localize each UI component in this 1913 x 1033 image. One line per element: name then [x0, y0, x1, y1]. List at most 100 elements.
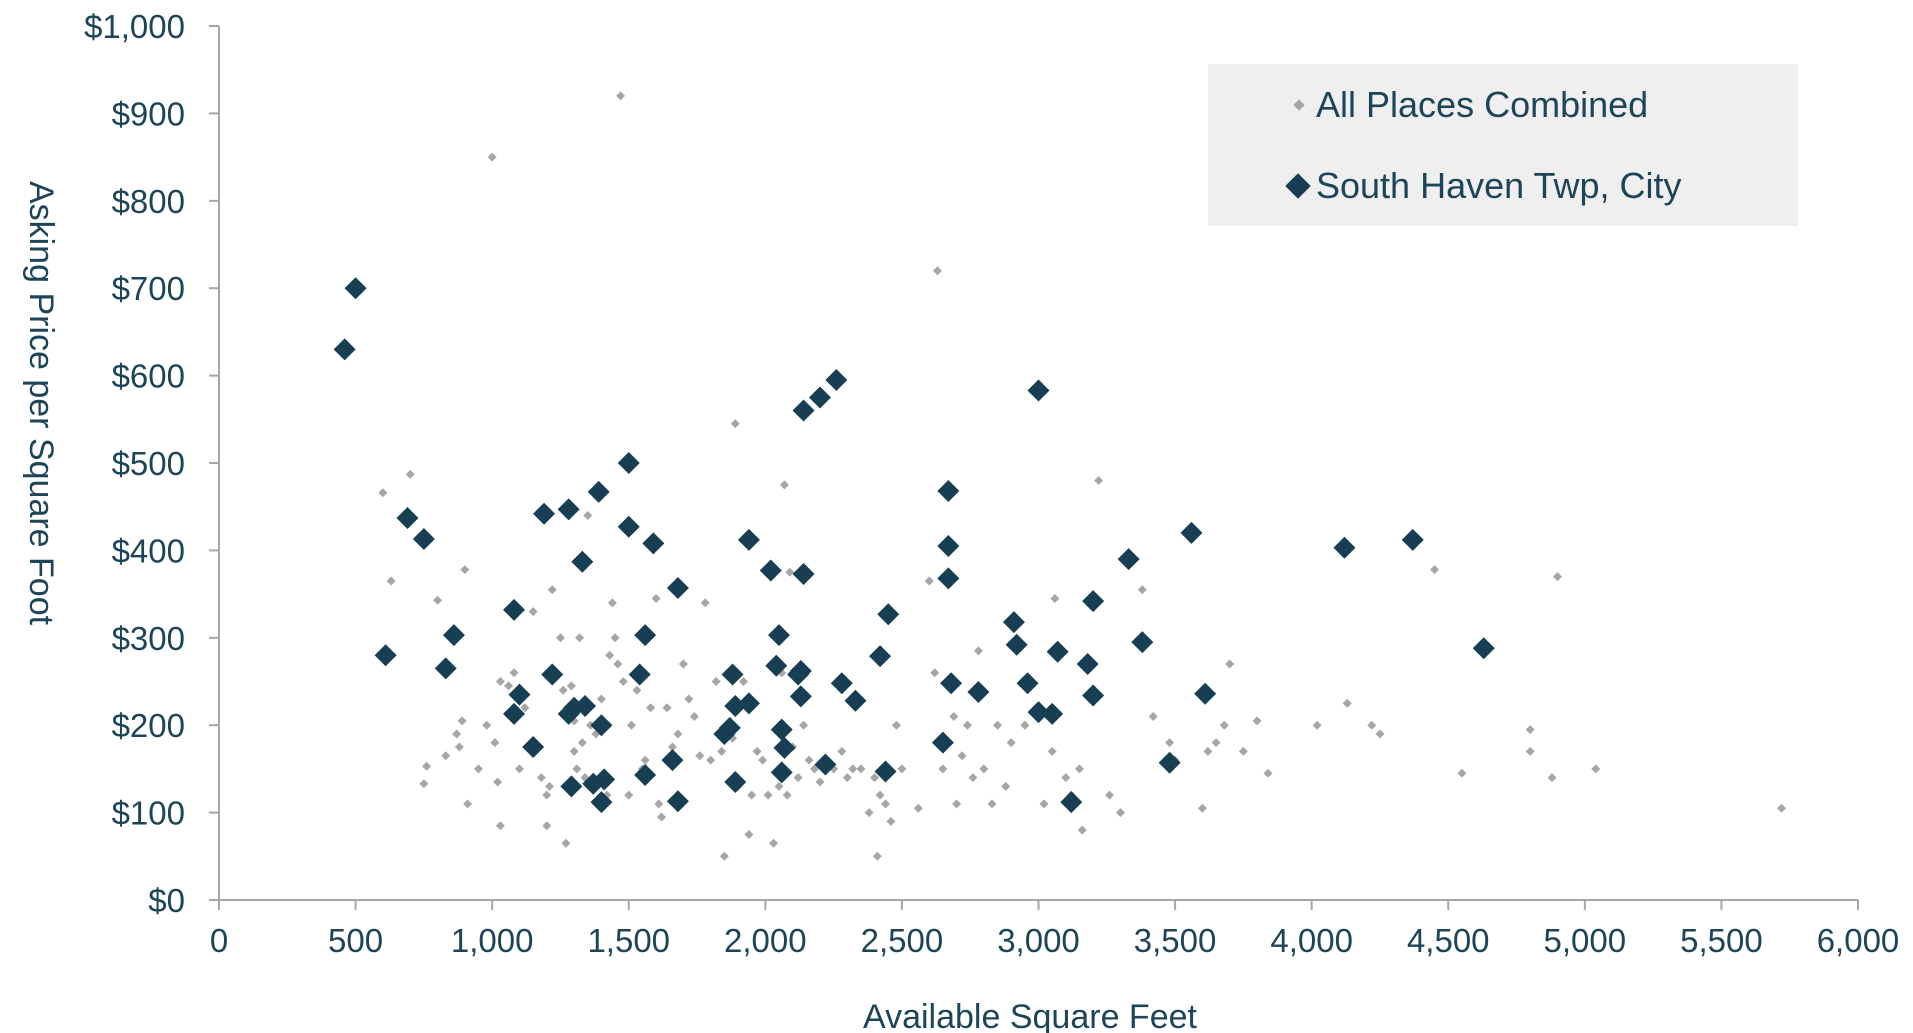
south-haven-point [1082, 590, 1105, 613]
all-places-point [864, 808, 874, 818]
all-places-point [1197, 803, 1207, 813]
south-haven-point [773, 736, 796, 759]
all-places-point [509, 668, 519, 678]
south-haven-point [374, 644, 397, 667]
all-places-point [932, 266, 942, 276]
all-places-point [452, 729, 462, 739]
x-tick-label: 3,000 [997, 922, 1080, 959]
south-haven-point [396, 507, 419, 530]
y-tick-label: $0 [148, 882, 185, 919]
all-places-point [667, 742, 677, 752]
south-haven-point [557, 498, 580, 521]
all-places-point [1105, 790, 1115, 800]
south-haven-point [931, 731, 954, 754]
all-places-point [1211, 738, 1221, 748]
all-places-point [719, 851, 729, 861]
all-places-point [1457, 768, 1467, 778]
south-haven-point [574, 694, 597, 717]
all-places-point [1430, 565, 1440, 575]
x-tick-label: 2,000 [724, 922, 807, 959]
south-haven-point [344, 277, 367, 300]
all-places-point [837, 746, 847, 756]
all-places-point [422, 761, 432, 771]
y-tick-labels: $0 $100 $200 $300 $400 $500 $600 $700 $800 $900 $1… [84, 8, 219, 919]
x-tick-label: 2,500 [861, 922, 944, 959]
all-places-point [962, 720, 972, 730]
all-places-point [979, 764, 989, 774]
all-places-point [651, 593, 661, 603]
all-places-point [405, 469, 415, 479]
south-haven-point [825, 368, 848, 391]
all-places-point [804, 755, 814, 765]
y-tick-label: $900 [112, 95, 185, 132]
all-places-point [493, 777, 503, 787]
all-places-point [1263, 768, 1273, 778]
south-haven-point [412, 528, 435, 551]
x-tick-label: 0 [210, 922, 228, 959]
all-places-point [881, 799, 891, 809]
all-places-point [1165, 738, 1175, 748]
south-haven-point [1333, 536, 1356, 559]
all-places-point [474, 764, 484, 774]
all-places-point [1553, 572, 1563, 582]
all-places-point [490, 738, 500, 748]
all-places-point [662, 703, 672, 713]
all-places-point [744, 829, 754, 839]
x-tick-labels: 0 500 1,000 1,500 2,000 2,500 3,000 3,500 4,000 4… [210, 900, 1899, 959]
all-places-point [1061, 773, 1071, 783]
all-places-point [419, 779, 429, 789]
all-places-point [577, 738, 587, 748]
y-tick-label: $800 [112, 183, 185, 220]
x-tick-label: 500 [328, 922, 383, 959]
south-haven-point [1005, 633, 1028, 656]
all-places-point [1238, 746, 1248, 756]
all-places-point [640, 755, 650, 765]
all-places-point [441, 751, 451, 761]
series-south-haven [333, 277, 1495, 814]
all-places-point [545, 781, 555, 791]
south-haven-point [940, 672, 963, 695]
all-places-point [1591, 764, 1601, 774]
all-places-point [575, 633, 585, 643]
y-tick-label: $100 [112, 795, 185, 832]
south-haven-point [937, 535, 960, 558]
all-places-point [1047, 746, 1057, 756]
south-haven-point [642, 532, 665, 555]
all-places-point [758, 755, 768, 765]
south-haven-point [718, 716, 741, 739]
all-places-point [779, 480, 789, 490]
south-haven-point [533, 502, 556, 525]
all-places-point [924, 576, 934, 586]
all-places-point [605, 650, 615, 660]
all-places-point [558, 685, 568, 695]
all-places-point [870, 773, 880, 783]
all-places-point [717, 746, 727, 756]
south-haven-point [1060, 791, 1083, 814]
south-haven-point [1027, 701, 1050, 724]
all-places-point [987, 799, 997, 809]
south-haven-point [617, 515, 640, 538]
y-tick-label: $200 [112, 707, 185, 744]
x-tick-label: 4,000 [1270, 922, 1353, 959]
y-tick-label: $400 [112, 532, 185, 569]
all-places-point [1039, 799, 1049, 809]
south-haven-point [661, 749, 684, 772]
all-places-point [952, 799, 962, 809]
south-haven-point [724, 694, 747, 717]
south-haven-point [724, 771, 747, 794]
all-places-point [514, 764, 524, 774]
all-places-point [607, 598, 617, 608]
x-tick-label: 6,000 [1817, 922, 1900, 959]
all-places-point [504, 681, 514, 691]
south-haven-point [1016, 672, 1039, 695]
y-axis-title: Asking Price per Square Foot [22, 181, 60, 626]
all-places-point [457, 716, 467, 726]
south-haven-point [571, 550, 594, 573]
south-haven-point [434, 657, 457, 680]
all-places-point [1219, 720, 1229, 730]
all-places-point [897, 764, 907, 774]
all-places-point [1252, 716, 1262, 726]
south-haven-point [1046, 640, 1069, 663]
all-places-point [460, 565, 470, 575]
south-haven-point [808, 386, 831, 409]
